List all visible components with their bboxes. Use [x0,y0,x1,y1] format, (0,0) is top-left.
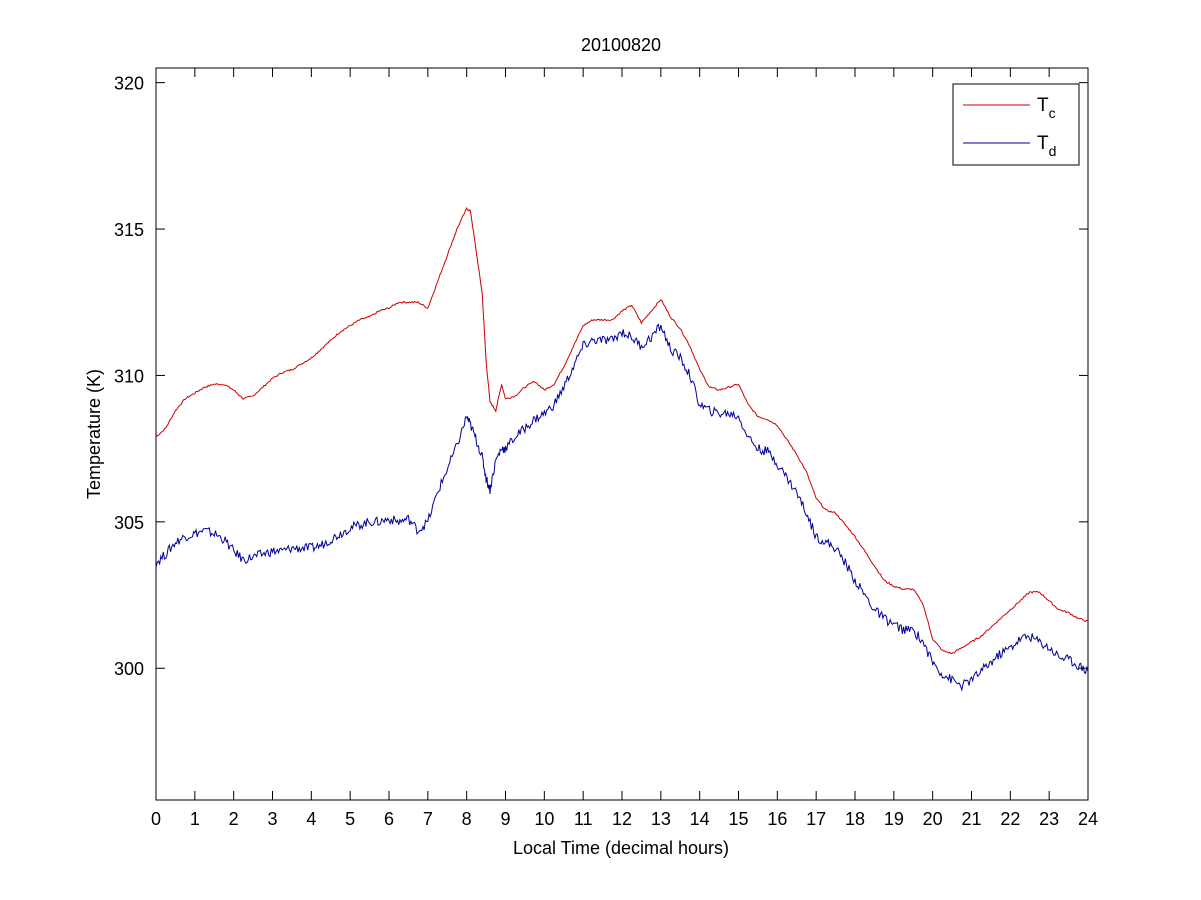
x-tick-label: 16 [767,809,787,829]
x-tick-label: 22 [1000,809,1020,829]
series-line-td [155,323,1089,692]
x-tick-label: 24 [1078,809,1098,829]
y-tick-label: 310 [114,366,144,386]
x-tick-label: 9 [500,809,510,829]
x-tick-label: 21 [961,809,981,829]
x-axis-label: Local Time (decimal hours) [513,838,729,858]
x-tick-label: 0 [151,809,161,829]
x-tick-label: 4 [306,809,316,829]
series-line-tc [155,206,1089,655]
x-tick-label: 1 [190,809,200,829]
x-tick-label: 8 [462,809,472,829]
legend: Tc Td [952,83,1080,166]
x-tick-label: 18 [845,809,865,829]
x-tick-label: 6 [384,809,394,829]
legend-label-td: Td [1037,133,1056,159]
chart-title: 20100820 [581,35,661,55]
y-tick-label: 305 [114,513,144,533]
y-tick-label: 315 [114,220,144,240]
x-tick-label: 10 [534,809,554,829]
x-tick-label: 23 [1039,809,1059,829]
legend-label-tc: Tc [1037,95,1056,121]
tick-layer: 0 1 2 3 4 5 6 7 8 9 10 11 12 13 14 15 16 17 18 19 20 21 22 23 24… [114,68,1098,829]
legend-box [952,83,1080,166]
x-tick-label: 7 [423,809,433,829]
x-tick-label: 15 [728,809,748,829]
x-tick-label: 13 [651,809,671,829]
series-layer [155,206,1089,692]
x-tick-label: 14 [690,809,710,829]
x-tick-label: 20 [923,809,943,829]
x-tick-label: 5 [345,809,355,829]
y-tick-label: 320 [114,74,144,94]
x-tick-label: 3 [267,809,277,829]
plot-area [155,67,1089,801]
x-tick-label: 11 [574,809,593,829]
x-tick-label: 12 [612,809,632,829]
y-tick-label: 300 [114,659,144,679]
x-tick-label: 2 [229,809,239,829]
y-axis-label: Temperature (K) [84,369,104,499]
x-tick-label: 17 [806,809,826,829]
x-tick-label: 19 [884,809,904,829]
